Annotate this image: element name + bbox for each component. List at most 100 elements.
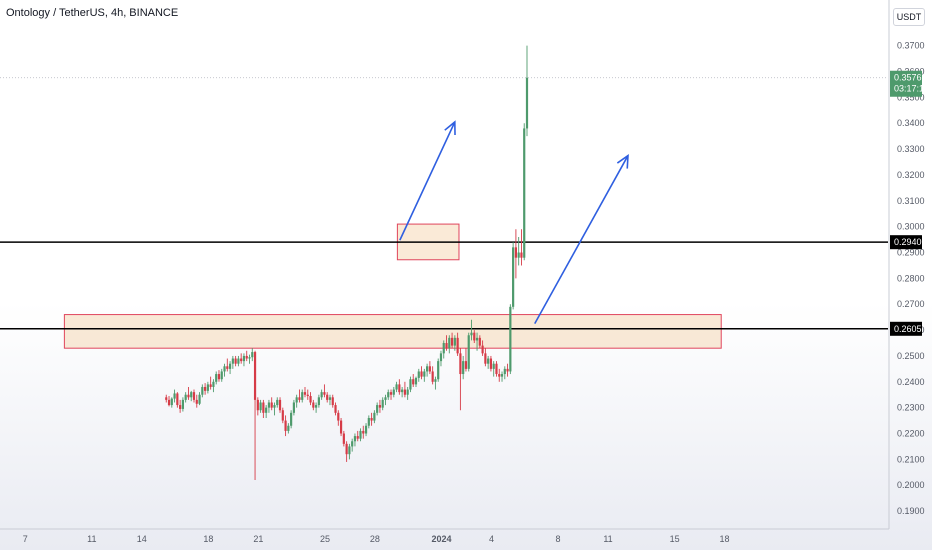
- current-price-tag-text: 0.3576: [894, 73, 922, 83]
- candle-body: [242, 355, 246, 362]
- candle-body: [359, 430, 362, 439]
- candle-body: [364, 425, 368, 434]
- candle-body: [381, 399, 384, 408]
- candle-body: [509, 306, 512, 372]
- y-tick-label: 0.3300: [897, 144, 925, 154]
- candle-body: [420, 371, 423, 377]
- candle-body: [234, 358, 237, 364]
- x-tick-label: 15: [670, 534, 680, 544]
- candle-body: [290, 412, 293, 426]
- y-tick-label: 0.1900: [897, 506, 925, 516]
- candle-body: [348, 446, 351, 455]
- candle-body: [298, 397, 301, 400]
- zone-rect-2: [63, 314, 722, 349]
- candle-body: [475, 337, 479, 341]
- candle-body: [245, 355, 248, 359]
- candle-body: [506, 368, 509, 372]
- candle-body: [406, 389, 409, 395]
- candle-body: [500, 374, 504, 377]
- candle-body: [467, 335, 470, 369]
- candle-body: [165, 397, 168, 400]
- candle-body: [345, 443, 348, 455]
- candle-body: [212, 381, 215, 387]
- arrow-line-1: [399, 121, 456, 241]
- candle-body: [253, 352, 257, 400]
- candle-body: [326, 394, 329, 400]
- candle-body: [281, 410, 284, 421]
- candle-body: [464, 361, 468, 369]
- candle-body: [450, 337, 454, 346]
- candle-body: [223, 366, 226, 372]
- candle-body: [240, 358, 243, 362]
- x-tick-label: 7: [23, 534, 28, 544]
- x-tick-label: 14: [137, 534, 147, 544]
- candle-body: [176, 393, 179, 406]
- candle-body: [167, 399, 171, 406]
- candle-body: [217, 374, 221, 380]
- candle-body: [259, 402, 262, 411]
- arrows: [399, 120, 629, 325]
- current-price-tag-text: 03:17:18: [894, 84, 929, 94]
- candle-body: [306, 394, 309, 397]
- candle-body: [428, 366, 431, 372]
- currency-badge[interactable]: USDT: [893, 8, 925, 26]
- candle-body: [448, 337, 451, 349]
- x-tick-label: 18: [203, 534, 213, 544]
- y-tick-label: 0.3100: [897, 196, 925, 206]
- candle-body: [331, 397, 334, 406]
- x-tick-label: 2024: [431, 534, 451, 544]
- candle-body: [523, 128, 526, 258]
- candle-body: [248, 357, 251, 359]
- candle-body: [270, 402, 273, 408]
- candle-body: [206, 384, 209, 391]
- candle-body: [517, 252, 520, 258]
- candle-body: [442, 343, 445, 354]
- candle-body: [179, 405, 182, 409]
- candle-body: [312, 402, 315, 408]
- candle-body: [392, 389, 395, 395]
- candle-body: [220, 371, 223, 380]
- candle-body: [462, 361, 465, 375]
- candle-body: [495, 363, 498, 375]
- candles: [165, 45, 529, 481]
- candle-body: [195, 399, 198, 404]
- candle-body: [367, 417, 370, 426]
- arrow-head-2: [616, 153, 629, 169]
- candle-body: [398, 384, 401, 393]
- x-tick-label: 28: [370, 534, 380, 544]
- candle-body: [492, 363, 495, 369]
- candle-body: [431, 371, 434, 382]
- candle-body: [376, 405, 379, 413]
- candle-body: [395, 384, 398, 390]
- symbol-title: Ontology / TetherUS, 4h, BINANCE: [6, 7, 179, 19]
- candle-body: [473, 332, 476, 341]
- candle-body: [323, 392, 326, 395]
- candle-body: [317, 397, 320, 406]
- arrow-line-2: [534, 155, 629, 325]
- horizontal-levels: [0, 241, 888, 330]
- candle-body: [192, 392, 196, 400]
- x-tick-label: 11: [87, 534, 96, 544]
- candle-body: [387, 392, 390, 398]
- y-tick-label: 0.2900: [897, 248, 925, 258]
- candle-body: [295, 397, 298, 403]
- candle-body: [278, 399, 282, 411]
- candle-body: [481, 345, 484, 354]
- candle-body: [334, 405, 337, 413]
- candle-body: [456, 337, 459, 354]
- candle-body: [342, 433, 345, 444]
- candle-body: [339, 420, 343, 434]
- arrow-head-1: [444, 120, 456, 135]
- upper-level-tag-bg: [890, 235, 922, 250]
- candle-body: [187, 394, 190, 398]
- candle-body: [184, 394, 187, 400]
- candle-body: [439, 353, 443, 362]
- candle-body: [328, 397, 332, 400]
- candle-body: [237, 358, 240, 364]
- y-tick-label: 0.2400: [897, 377, 925, 387]
- candle-body: [423, 371, 426, 377]
- candle-body: [445, 343, 448, 349]
- candle-body: [201, 386, 204, 395]
